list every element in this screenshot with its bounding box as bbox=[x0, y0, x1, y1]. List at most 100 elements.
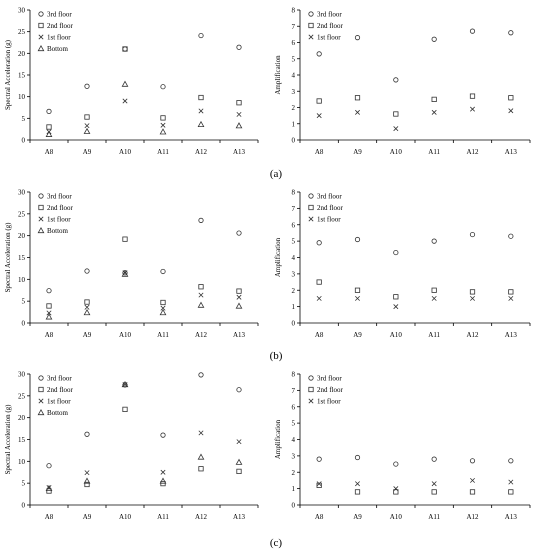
x-tick-label: A11 bbox=[428, 513, 440, 521]
y-tick-label: 8 bbox=[292, 7, 296, 15]
data-point-circle bbox=[198, 372, 204, 378]
x-tick-label: A11 bbox=[428, 331, 440, 339]
data-point-circle bbox=[469, 28, 476, 34]
legend-marker-cross bbox=[308, 34, 314, 40]
x-tick-label: A10 bbox=[390, 148, 403, 156]
y-tick-label: 30 bbox=[18, 189, 26, 197]
data-point-triangle bbox=[45, 130, 53, 137]
data-point-circle bbox=[354, 454, 361, 461]
y-tick-label: 25 bbox=[18, 28, 26, 36]
data-point-square bbox=[431, 96, 437, 102]
x-tick-label: A10 bbox=[390, 331, 403, 339]
y-tick-label: 5 bbox=[292, 238, 296, 246]
data-point-triangle bbox=[235, 302, 243, 309]
y-tick-label: 3 bbox=[292, 270, 296, 278]
data-point-circle bbox=[431, 238, 437, 244]
data-point-cross bbox=[355, 109, 360, 115]
x-tick-label: A9 bbox=[83, 331, 92, 339]
data-point-cross bbox=[46, 310, 52, 316]
data-point-triangle bbox=[83, 127, 91, 134]
legend-label: 1st floor bbox=[317, 398, 341, 406]
data-point-triangle bbox=[45, 313, 53, 320]
legend-label: Bottom bbox=[47, 227, 69, 235]
data-point-square bbox=[469, 289, 476, 295]
data-point-circle bbox=[508, 233, 514, 239]
data-point-cross bbox=[355, 481, 360, 487]
x-tick-label: A9 bbox=[353, 513, 362, 521]
data-point-cross bbox=[236, 294, 242, 300]
data-point-circle bbox=[84, 268, 90, 274]
legend-label: 2nd floor bbox=[47, 204, 74, 212]
legend-marker-triangle bbox=[37, 408, 45, 416]
data-point-cross bbox=[198, 108, 204, 114]
y-tick-label: 4 bbox=[292, 72, 296, 80]
data-point-cross bbox=[198, 430, 204, 436]
data-point-circle bbox=[354, 35, 361, 41]
data-point-cross bbox=[198, 292, 204, 298]
y-tick-label: 7 bbox=[292, 387, 296, 395]
legend-marker-circle bbox=[308, 11, 314, 17]
x-tick-label: A8 bbox=[45, 513, 54, 521]
chart-a-left: 0 5 10 15 20 25 30 A8 A9 A10 A11 A12 A13 Spectral Acc… bbox=[4, 7, 259, 156]
y-tick-label: 4 bbox=[292, 254, 296, 262]
data-point-square bbox=[46, 303, 52, 309]
x-tick-label: A12 bbox=[466, 331, 479, 339]
data-point-circle bbox=[160, 84, 166, 90]
x-tick-label: A12 bbox=[195, 513, 208, 521]
data-point-circle bbox=[160, 268, 166, 275]
y-axis-label: Amplification bbox=[274, 55, 282, 95]
legend-label: 2nd floor bbox=[47, 386, 74, 394]
x-tick-label: A8 bbox=[45, 331, 54, 339]
x-tick-label: A10 bbox=[119, 331, 132, 339]
x-tick-label: A9 bbox=[353, 148, 362, 156]
x-tick-label: A8 bbox=[315, 148, 324, 156]
y-tick-label: 10 bbox=[18, 458, 26, 466]
y-tick-label: 4 bbox=[292, 436, 296, 444]
data-point-circle bbox=[198, 217, 204, 223]
y-tick-label: 0 bbox=[292, 502, 296, 510]
data-point-circle bbox=[393, 249, 399, 256]
x-tick-label: A8 bbox=[315, 513, 324, 521]
y-tick-label: 5 bbox=[22, 480, 26, 488]
panel-label-c: (c) bbox=[270, 537, 283, 549]
legend-label: 1st floor bbox=[317, 216, 341, 224]
data-point-circle bbox=[393, 461, 399, 467]
data-point-cross bbox=[508, 479, 514, 485]
data-point-triangle bbox=[83, 308, 91, 316]
y-tick-label: 5 bbox=[292, 420, 296, 428]
y-tick-label: 5 bbox=[292, 55, 296, 63]
x-tick-label: A10 bbox=[119, 148, 132, 156]
data-point-square bbox=[469, 93, 476, 99]
legend-marker-triangle bbox=[37, 44, 45, 52]
data-point-cross bbox=[393, 126, 399, 132]
y-tick-label: 6 bbox=[292, 221, 296, 229]
data-point-circle bbox=[316, 240, 322, 246]
y-tick-label: 0 bbox=[22, 137, 26, 145]
y-tick-label: 15 bbox=[18, 254, 26, 262]
y-tick-label: 6 bbox=[292, 39, 296, 47]
data-point-square bbox=[198, 466, 204, 472]
y-axis-label: Amplification bbox=[274, 419, 282, 459]
data-point-triangle bbox=[159, 308, 167, 316]
data-point-square bbox=[316, 279, 322, 285]
data-point-square bbox=[508, 95, 514, 101]
data-point-square bbox=[122, 406, 128, 412]
data-point-cross bbox=[316, 481, 322, 487]
data-point-circle bbox=[236, 387, 242, 393]
data-point-circle bbox=[316, 51, 322, 57]
y-tick-label: 3 bbox=[292, 452, 296, 460]
data-point-circle bbox=[508, 458, 514, 464]
data-point-cross bbox=[470, 295, 475, 301]
x-tick-label: A11 bbox=[157, 513, 169, 521]
data-point-square bbox=[84, 114, 90, 120]
data-point-circle bbox=[46, 288, 52, 294]
data-point-cross bbox=[508, 108, 514, 114]
legend-marker-square bbox=[38, 22, 44, 29]
legend-marker-cross bbox=[38, 398, 44, 404]
data-point-square bbox=[198, 284, 204, 290]
legend: 3rd floor 2nd floor 1st floor bbox=[308, 11, 344, 42]
y-tick-label: 0 bbox=[292, 320, 296, 328]
data-point-circle bbox=[316, 456, 322, 462]
data-point-cross bbox=[84, 304, 90, 310]
data-point-circle bbox=[122, 46, 128, 52]
